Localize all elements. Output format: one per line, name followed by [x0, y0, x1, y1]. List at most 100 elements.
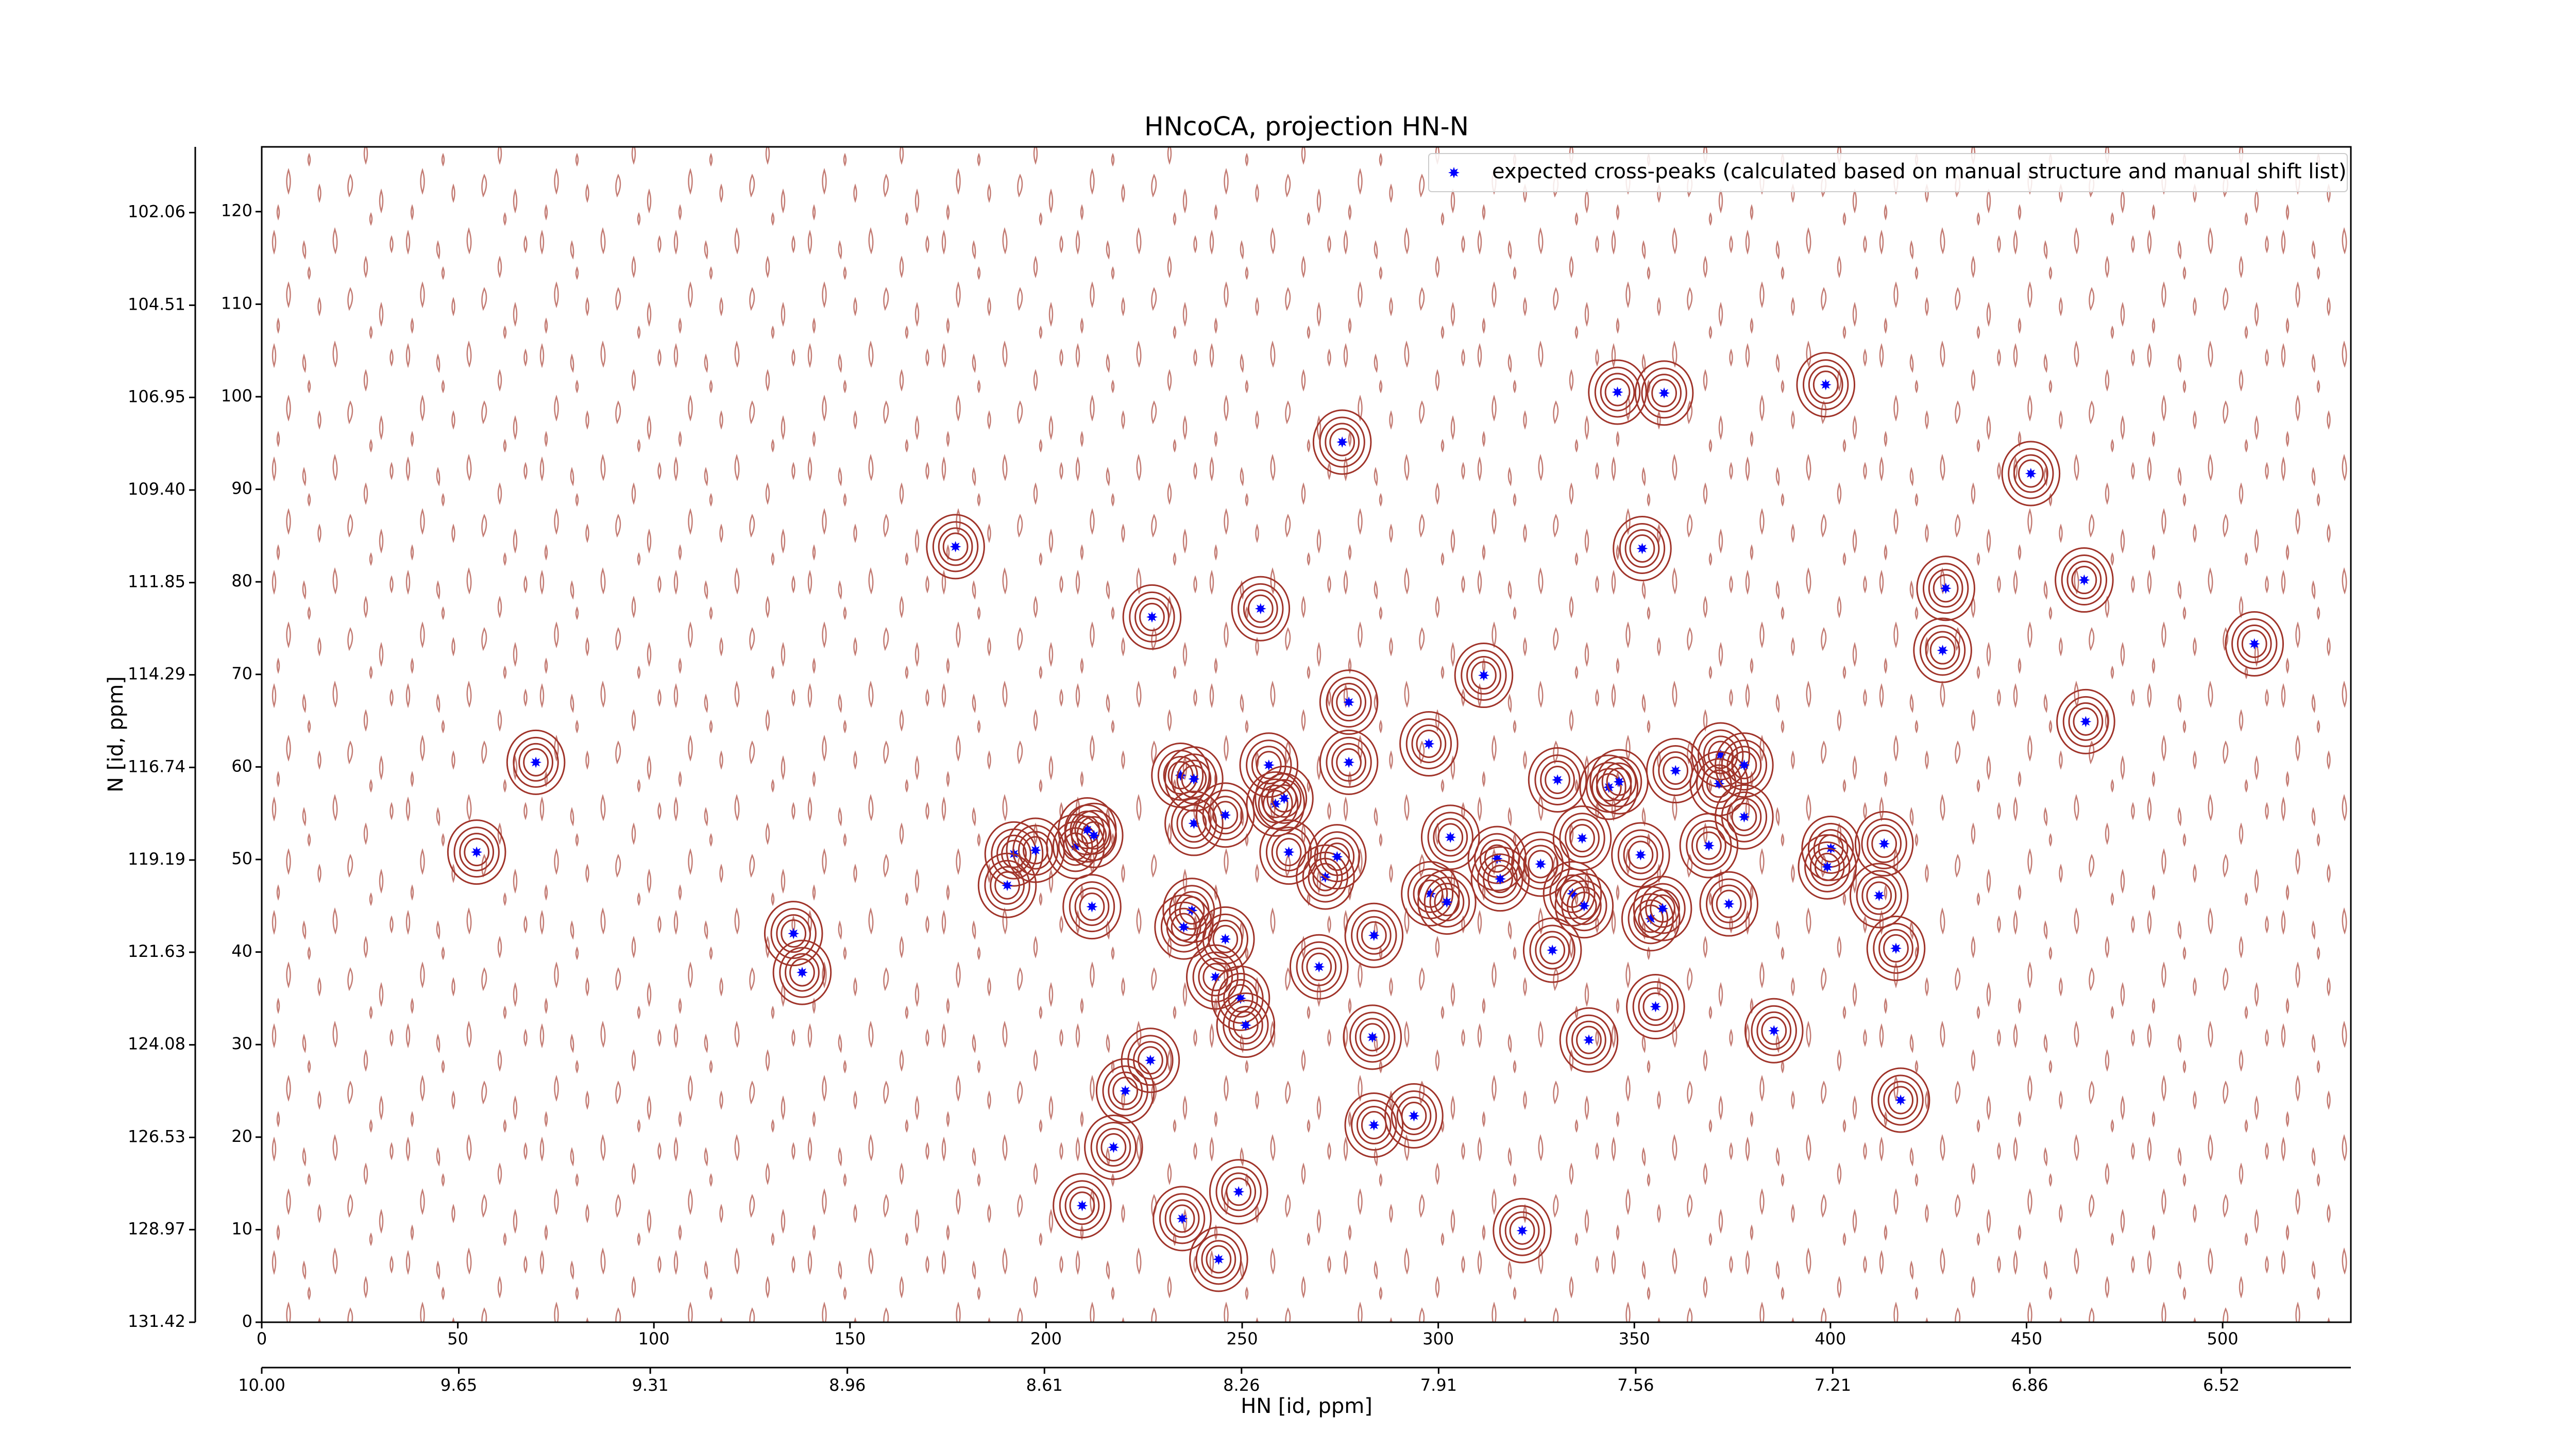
peak-contour [1251, 746, 1286, 785]
peak-contour [1698, 729, 1744, 781]
peak-contour [1261, 772, 1308, 824]
peak-contour [1624, 529, 1660, 568]
peak-contour [1129, 591, 1175, 643]
peak-contour [1232, 1010, 1259, 1039]
peak-contour [1076, 816, 1112, 855]
y2-tick-label: 116.74 [128, 756, 185, 776]
peak-contour [1344, 902, 1404, 968]
peak-contour [523, 748, 549, 777]
cross-peak [1723, 898, 1735, 910]
x-tick-label: 350 [1619, 1329, 1650, 1349]
peak-contour [2055, 547, 2114, 613]
peak-contour [1112, 1076, 1139, 1105]
peak-contour [1074, 815, 1100, 844]
peak-contour [1647, 374, 1682, 413]
peak-contour [1579, 754, 1639, 820]
peak-contour [1108, 1071, 1143, 1110]
cross-peak [1188, 773, 1200, 785]
peak-contour [1650, 894, 1675, 923]
peak-contour [1256, 751, 1282, 780]
peak-contour [1645, 889, 1680, 928]
peak-contour [1405, 718, 1452, 769]
y-tick-label: 90 [231, 479, 252, 498]
peak-contour [1554, 873, 1614, 939]
x2-tick-label: 7.91 [1420, 1375, 1457, 1395]
cross-peak [1890, 942, 1902, 954]
peak-contour [1276, 838, 1302, 867]
peak-contour [1391, 1090, 1437, 1141]
peak-contour [1336, 688, 1362, 717]
peak-contour [1634, 360, 1694, 426]
peak-contour [1561, 880, 1607, 932]
peak-contour [1726, 797, 1762, 836]
peak-contour [1127, 1035, 1174, 1086]
cross-peak [1146, 611, 1158, 623]
x-axis-label: HN [id, ppm] [1241, 1394, 1372, 1418]
peak-contour [1484, 844, 1510, 873]
peak-contour [1711, 884, 1747, 923]
peak-contour [1540, 761, 1575, 800]
peak-contour [1691, 722, 1751, 788]
peak-contour [1594, 366, 1641, 418]
peak-contour [779, 947, 825, 998]
peak-contour [1258, 784, 1293, 823]
peak-contour [1169, 1204, 1195, 1233]
x2-tick-label: 6.86 [2011, 1375, 2048, 1395]
peak-contour [2001, 441, 2061, 507]
peak-contour [1866, 915, 1926, 981]
peak-contour [1623, 835, 1658, 874]
peak-contour [1731, 751, 1757, 780]
peak-contour [1217, 972, 1264, 1024]
peak-contour [1356, 916, 1392, 955]
peak-contour [1429, 883, 1465, 922]
peak-contour [1059, 1180, 1106, 1232]
peak-contour [1559, 813, 1605, 864]
peak-contour [1324, 843, 1350, 871]
peak-contour [1919, 625, 1966, 676]
peak-contour [2236, 624, 2272, 663]
peak-contour [1726, 746, 1762, 785]
peak-contour [1216, 992, 1276, 1058]
peak-contour [1228, 984, 1253, 1013]
peak-contour [781, 919, 807, 948]
peak-contour [1929, 636, 1956, 665]
peak-contour [1715, 784, 1774, 850]
peak-contour [1171, 753, 1217, 805]
peak-contour [1018, 831, 1053, 870]
peak-contour [1528, 850, 1554, 879]
peak-contour [1312, 863, 1338, 891]
peak-contour [1329, 428, 1355, 457]
peak-contour [1434, 888, 1460, 917]
cross-peak [1210, 971, 1222, 983]
peak-contour [1601, 762, 1637, 801]
peak-contour [1873, 922, 1919, 974]
cross-peak [1650, 1001, 1662, 1013]
cross-peak [1937, 645, 1948, 656]
peak-contour [1871, 829, 1897, 858]
peak-contour [1201, 1240, 1236, 1279]
peak-contour [1326, 736, 1372, 788]
peak-contour [2073, 707, 2099, 736]
cross-peak [1240, 1019, 1251, 1031]
peak-contour [1796, 352, 1856, 418]
peak-contour [1164, 1199, 1200, 1238]
cross-peak [1821, 861, 1833, 873]
peak-contour [1511, 831, 1570, 897]
peak-contour [1523, 845, 1558, 884]
peak-contour [1331, 683, 1366, 722]
peak-contour [1638, 987, 1673, 1026]
peak-contour [1351, 1099, 1397, 1151]
peak-contour [1319, 729, 1379, 795]
peak-contour [2061, 554, 2108, 606]
peak-contour [1262, 789, 1289, 818]
peak-contour [1856, 870, 1902, 921]
peak-contour [1721, 791, 1768, 843]
cross-peak [1408, 1110, 1420, 1122]
y-tick-label: 110 [221, 293, 252, 313]
cross-peak [1120, 1085, 1131, 1097]
peak-contour [1064, 802, 1124, 868]
cross-peak [1494, 873, 1506, 885]
peak-contour [1751, 1005, 1797, 1056]
peak-contour [1423, 877, 1470, 928]
x2-tick-label: 7.56 [1617, 1375, 1654, 1395]
